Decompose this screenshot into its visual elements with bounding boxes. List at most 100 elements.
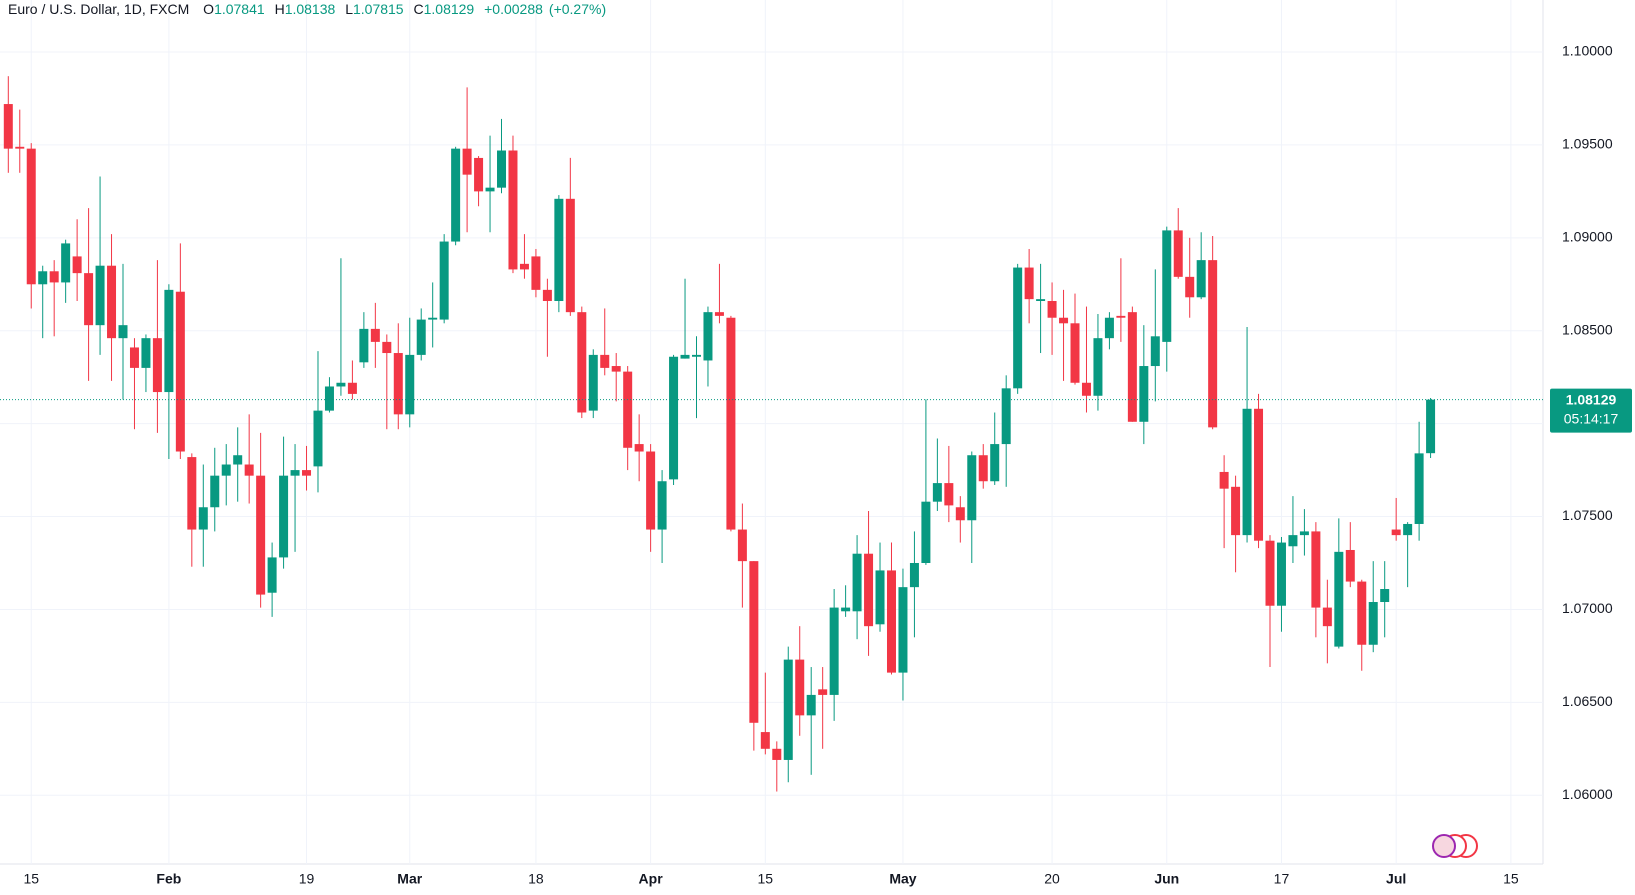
candle-body — [623, 371, 633, 448]
candle-body — [462, 148, 472, 175]
candle-body — [279, 475, 289, 558]
ohlc-label: H — [274, 1, 285, 17]
candle-body — [783, 659, 793, 760]
candle-body — [26, 148, 36, 285]
last-price-label: 1.08129 — [1566, 391, 1617, 407]
x-tick-label: 15 — [23, 871, 39, 887]
candle-body — [1265, 540, 1275, 606]
candle-body — [955, 507, 965, 521]
candle-body — [84, 273, 94, 326]
candle-body — [370, 328, 380, 342]
x-tick-label: Apr — [639, 871, 664, 887]
y-tick-label: 1.06500 — [1562, 693, 1613, 709]
candle-body — [577, 312, 587, 413]
candle-body — [657, 481, 667, 530]
candle-body — [1013, 267, 1023, 389]
candle-body — [439, 241, 449, 320]
y-tick-label: 1.09000 — [1562, 229, 1613, 245]
candle-body — [864, 553, 874, 627]
candle-body — [944, 483, 954, 506]
candle-body — [795, 659, 805, 716]
candle-body — [565, 198, 575, 313]
candle-body — [244, 464, 254, 476]
x-tick-label: Jul — [1386, 871, 1406, 887]
candle-body — [967, 455, 977, 521]
candle-body — [152, 338, 162, 393]
ohlc-value: 1.08138 — [284, 1, 336, 17]
y-tick-label: 1.06000 — [1562, 786, 1613, 802]
candle-body — [737, 529, 747, 562]
candle-body — [336, 382, 346, 387]
candle-body — [1162, 230, 1172, 342]
candle-body — [233, 455, 243, 465]
candle-body — [118, 325, 128, 339]
candle-body — [703, 312, 713, 361]
candle-body — [760, 732, 770, 749]
candle-body — [1150, 336, 1160, 367]
candle-body — [1391, 529, 1401, 536]
candle-body — [611, 366, 621, 372]
x-tick-label: May — [889, 871, 916, 887]
candle-body — [588, 354, 598, 411]
candle-body — [692, 354, 701, 357]
candle-body — [772, 748, 782, 760]
x-tick-label: 19 — [299, 871, 315, 887]
candle-body — [38, 271, 48, 285]
candle-body — [141, 338, 151, 368]
legend-header: Euro / U.S. Dollar, 1D, FXCM O1.07841 H1… — [8, 1, 612, 17]
candle-body — [382, 341, 392, 354]
candle-body — [841, 607, 851, 612]
y-tick-label: 1.09500 — [1562, 136, 1613, 152]
candle-body — [15, 146, 25, 149]
candle-body — [886, 570, 896, 673]
candle-body — [898, 587, 908, 673]
x-tick-label: 15 — [1503, 871, 1519, 887]
candle-body — [1242, 408, 1252, 536]
x-tick-label: Jun — [1154, 871, 1179, 887]
ohlc-label: L — [345, 1, 353, 17]
candle-body — [726, 317, 736, 530]
candle-body — [1403, 523, 1413, 536]
candle-body — [256, 475, 266, 595]
candle-body — [1426, 399, 1436, 454]
candle-body — [1093, 338, 1103, 396]
candle-body — [1059, 317, 1069, 324]
candle-body — [1345, 549, 1355, 582]
candle-body — [1254, 408, 1264, 541]
candle-body — [416, 319, 426, 355]
x-tick-label: Feb — [156, 871, 181, 887]
ohlc-value: 1.07841 — [214, 1, 265, 17]
candle-body — [1334, 551, 1344, 647]
candle-body — [669, 356, 679, 480]
candle-body — [1116, 315, 1126, 318]
y-tick-label: 1.07000 — [1562, 600, 1613, 616]
candle-body — [921, 501, 931, 563]
candle-body — [49, 271, 59, 283]
candle-body — [1276, 542, 1286, 606]
candle-body — [1288, 535, 1298, 547]
logo — [1432, 834, 1478, 858]
ohlc-label: O — [203, 1, 215, 17]
candle-body — [542, 289, 552, 302]
change-percent: (+0.27%) — [548, 1, 607, 17]
candle-body — [1322, 607, 1332, 627]
candle-body — [302, 470, 312, 476]
x-tick-label: Mar — [397, 871, 422, 887]
candle-body — [1036, 299, 1046, 302]
candle-body — [359, 328, 369, 363]
candle-body — [1185, 276, 1195, 298]
candle-body — [519, 263, 529, 270]
candle-body — [72, 256, 82, 274]
candle-body — [875, 570, 885, 625]
candle-body — [497, 150, 507, 188]
last-price-tag — [1550, 388, 1632, 433]
candle-body — [909, 562, 919, 588]
candle-body — [393, 353, 403, 415]
candle-body — [221, 464, 231, 476]
change: +0.00288 — [484, 1, 543, 17]
candle-body — [428, 317, 438, 320]
x-tick-label: 20 — [1044, 871, 1060, 887]
logo-ring — [1432, 834, 1456, 858]
